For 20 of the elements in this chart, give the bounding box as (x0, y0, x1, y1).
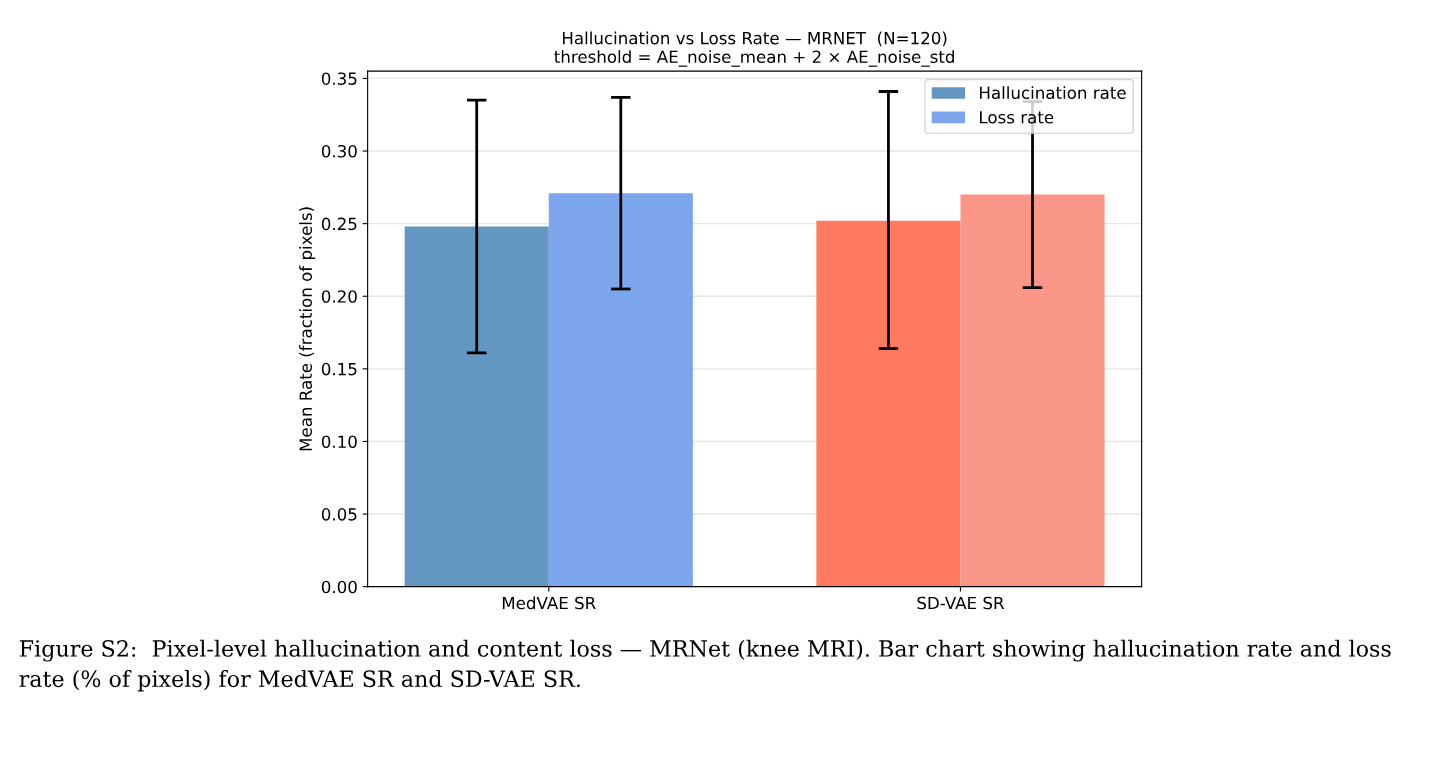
bar (404, 226, 549, 587)
bar (816, 220, 961, 587)
chart-subtitle: threshold = AE_noise_mean + 2 × AE_noise_std (554, 50, 954, 67)
chart-title: Hallucination vs Loss Rate — MRNET (N=120) (563, 31, 947, 47)
y-tick-label: 0.20 (321, 290, 357, 303)
bar (548, 193, 693, 587)
y-tick-label: 0.00 (321, 580, 357, 594)
bar (960, 194, 1105, 587)
legend-label: Loss rate (980, 111, 1054, 124)
x-tick-label: MedVAE SR (502, 596, 596, 610)
y-tick-label: 0.05 (321, 508, 357, 521)
y-tick-label: 0.25 (321, 217, 357, 231)
y-tick-label: 0.10 (321, 435, 357, 449)
x-tick-label: SD-VAE SR (917, 596, 1005, 610)
y-tick-label: 0.30 (321, 144, 357, 158)
legend-label: Hallucination rate (980, 86, 1126, 100)
y-tick-label: 0.15 (321, 362, 357, 376)
caption: Figure S2: Pixel-level hallucination and content loss — MRNet (knee MRI). Bar chart showing hallucination rate and loss rate (% of pixels) for MedVAE SR and SD-VAE SR. (19, 639, 1391, 692)
y-tick-label: 0.35 (321, 72, 357, 85)
y-axis-title: Mean Rate (fraction of pixels) (299, 207, 316, 451)
